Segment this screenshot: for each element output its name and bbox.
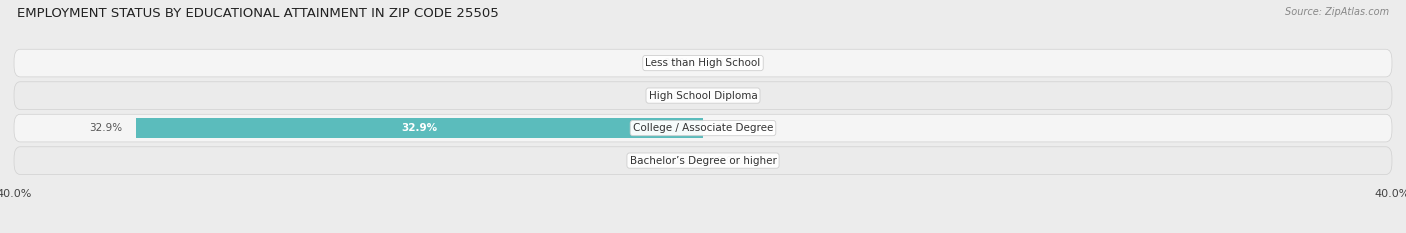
FancyBboxPatch shape xyxy=(14,114,1392,142)
Text: 32.9%: 32.9% xyxy=(90,123,122,133)
Bar xyxy=(136,118,703,138)
Text: 0.0%: 0.0% xyxy=(717,123,742,133)
Text: Less than High School: Less than High School xyxy=(645,58,761,68)
Text: 0.0%: 0.0% xyxy=(664,91,689,101)
FancyBboxPatch shape xyxy=(14,82,1392,110)
Text: 32.9%: 32.9% xyxy=(402,123,437,133)
Text: College / Associate Degree: College / Associate Degree xyxy=(633,123,773,133)
Text: 0.0%: 0.0% xyxy=(664,58,689,68)
Text: Bachelor’s Degree or higher: Bachelor’s Degree or higher xyxy=(630,156,776,166)
FancyBboxPatch shape xyxy=(14,147,1392,175)
Text: 0.0%: 0.0% xyxy=(717,156,742,166)
Text: High School Diploma: High School Diploma xyxy=(648,91,758,101)
Text: 0.0%: 0.0% xyxy=(664,156,689,166)
Text: 0.0%: 0.0% xyxy=(717,91,742,101)
FancyBboxPatch shape xyxy=(14,49,1392,77)
Text: EMPLOYMENT STATUS BY EDUCATIONAL ATTAINMENT IN ZIP CODE 25505: EMPLOYMENT STATUS BY EDUCATIONAL ATTAINM… xyxy=(17,7,499,20)
Text: Source: ZipAtlas.com: Source: ZipAtlas.com xyxy=(1285,7,1389,17)
Text: 0.0%: 0.0% xyxy=(717,58,742,68)
